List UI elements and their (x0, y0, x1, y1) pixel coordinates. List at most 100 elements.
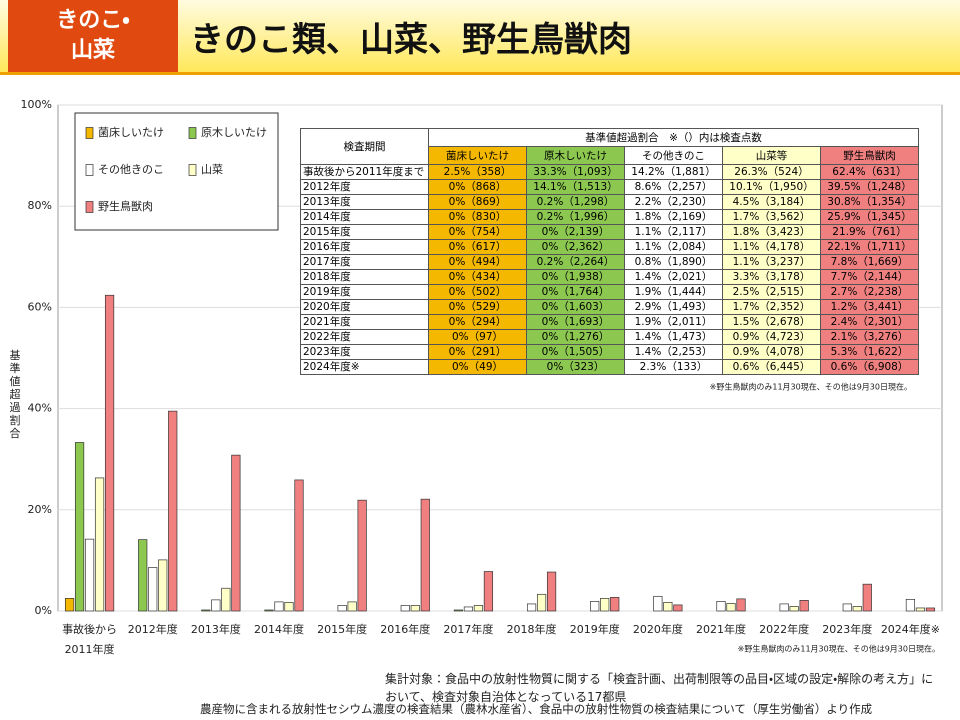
bar (264, 609, 274, 612)
table-cell: 1.1%（3,237） (722, 254, 821, 270)
bar (231, 454, 241, 612)
table-cell: 0%（434） (428, 269, 527, 285)
table-cell: 0%（2,139） (526, 224, 625, 240)
x-tick-label: 2017年度 (443, 622, 493, 636)
x-tick-label: 2013年度 (191, 622, 241, 636)
table-cell: 1.1%（2,084） (624, 239, 723, 255)
bar (653, 595, 663, 612)
table-row: 2017年度 0%（494） 0.2%（2,264） 0.8%（1,890） 1.1%（… (300, 254, 920, 270)
bar (284, 602, 294, 612)
bar (852, 606, 862, 612)
bar (337, 605, 347, 612)
bar (915, 607, 926, 612)
table-cell: 7.7%（2,144） (819, 269, 920, 285)
table-cell: 0%（830） (428, 209, 527, 225)
period-cell: 2013年度 (300, 194, 429, 210)
bar (453, 609, 464, 612)
table-cell: 0.6%（6,908） (819, 359, 920, 375)
legend-label: 菌床しいたけ (98, 126, 164, 139)
table-cell: 2.3%（133） (624, 359, 723, 375)
table-row: 2015年度 0%（754） 0%（2,139） 1.1%（2,117） 1.8%（3,… (300, 224, 920, 240)
column-header: その他きのこ (624, 146, 723, 165)
table-cell: 2.5%（358） (428, 164, 527, 180)
table-cell: 0.6%（6,445） (722, 359, 821, 375)
chart-footnote: ※野生鳥獣肉のみ11月30現在、その他は9月30日現在。 (738, 644, 940, 654)
table-cell: 1.7%（3,562） (722, 209, 821, 225)
y-tick-label: 80% (28, 199, 52, 212)
x-tick-label: 2023年度 (822, 622, 872, 636)
table-row: 2018年度 0%（434） 0%（1,938） 1.4%（2,021） 3.3%（3,… (300, 269, 920, 285)
table-cell: 0%（869） (428, 194, 527, 210)
table-row: 2019年度 0%（502） 0%（1,764） 1.9%（1,444） 2.5%（2,… (300, 284, 920, 300)
bar (536, 593, 547, 612)
bar (74, 442, 85, 612)
table-cell: 0%（502） (428, 284, 527, 300)
bar (716, 601, 726, 612)
bar (104, 294, 115, 612)
period-cell: 2015年度 (300, 224, 429, 240)
period-cell: 2017年度 (300, 254, 429, 270)
table-row: 事故後から2011年度まで 2.5%（358） 33.3%（1,093） 14.2%（… (300, 164, 920, 180)
x-tick-label: 2016年度 (380, 622, 430, 636)
bar (400, 605, 410, 612)
period-cell: 2019年度 (300, 284, 429, 300)
table-cell: 0%（1,276） (526, 329, 625, 345)
table-cell: 0%（294） (428, 314, 527, 330)
table-cell: 2.9%（1,493） (624, 299, 723, 315)
table-row: 2020年度 0%（529） 0%（1,603） 2.9%（1,493） 1.7%（2,… (300, 299, 920, 315)
x-tick-label: 2021年度 (696, 622, 746, 636)
table-cell: 0%（529） (428, 299, 527, 315)
table-cell: 0%（868） (428, 179, 527, 195)
bar (610, 596, 620, 612)
bar (663, 602, 673, 612)
bar (138, 539, 148, 612)
table-cell: 1.4%（2,021） (624, 269, 723, 285)
table-cell: 2.1%（3,276） (819, 329, 920, 345)
bar (221, 587, 231, 612)
table-cell: 4.5%（3,184） (722, 194, 821, 210)
period-cell: 2023年度 (300, 344, 429, 360)
table-cell: 0%（1,764） (526, 284, 625, 300)
bar (726, 603, 736, 612)
bar (148, 567, 158, 612)
bar (789, 606, 799, 612)
table-cell: 1.5%（2,678） (722, 314, 821, 330)
bar (274, 601, 284, 612)
bar (211, 599, 221, 612)
badge: きのこ・ 山菜 (8, 0, 178, 72)
period-cell: 2018年度 (300, 269, 429, 285)
table-cell: 25.9%（1,345） (819, 209, 920, 225)
y-tick-label: 60% (28, 300, 52, 313)
table-cell: 22.1%（1,711） (819, 239, 920, 255)
column-header: 原木しいたけ (526, 146, 625, 165)
period-cell: 2020年度 (300, 299, 429, 315)
bar (673, 604, 683, 612)
table-cell: 39.5%（1,248） (819, 179, 920, 195)
y-tick-label: 0% (35, 604, 52, 617)
table-cell: 2.7%（2,238） (819, 284, 920, 300)
table-cell: 1.9%（2,011） (624, 314, 723, 330)
table-cell: 62.4%（631） (819, 164, 920, 180)
x-tick-label: 2019年度 (570, 622, 620, 636)
x-tick-label: 2018年度 (507, 622, 557, 636)
table-cell: 2.2%（2,230） (624, 194, 723, 210)
bar (546, 571, 557, 612)
bar (483, 571, 494, 612)
period-cell: 2012年度 (300, 179, 429, 195)
period-cell: 2014年度 (300, 209, 429, 225)
x-tick-label: 事故後から 2011年度 (62, 622, 117, 656)
y-tick-label: 100% (21, 98, 52, 111)
table-cell: 0.2%（1,298） (526, 194, 625, 210)
source-note: 農産物に含まれる放射性セシウム濃度の検査結果（農林水産省）、食品中の放射性物質の… (200, 702, 873, 716)
bar (168, 410, 178, 612)
bar (862, 583, 872, 612)
legend-box (74, 112, 279, 231)
legend-swatch (188, 164, 197, 176)
table-cell: 0%（49） (428, 359, 527, 375)
table-row: 2023年度 0%（291） 0%（1,505） 1.4%（2,253） 0.9%（4,… (300, 344, 920, 360)
bar (736, 598, 746, 612)
table-cell: 0%（323） (526, 359, 625, 375)
period-cell: 2021年度 (300, 314, 429, 330)
table-cell: 0%（1,505） (526, 344, 625, 360)
